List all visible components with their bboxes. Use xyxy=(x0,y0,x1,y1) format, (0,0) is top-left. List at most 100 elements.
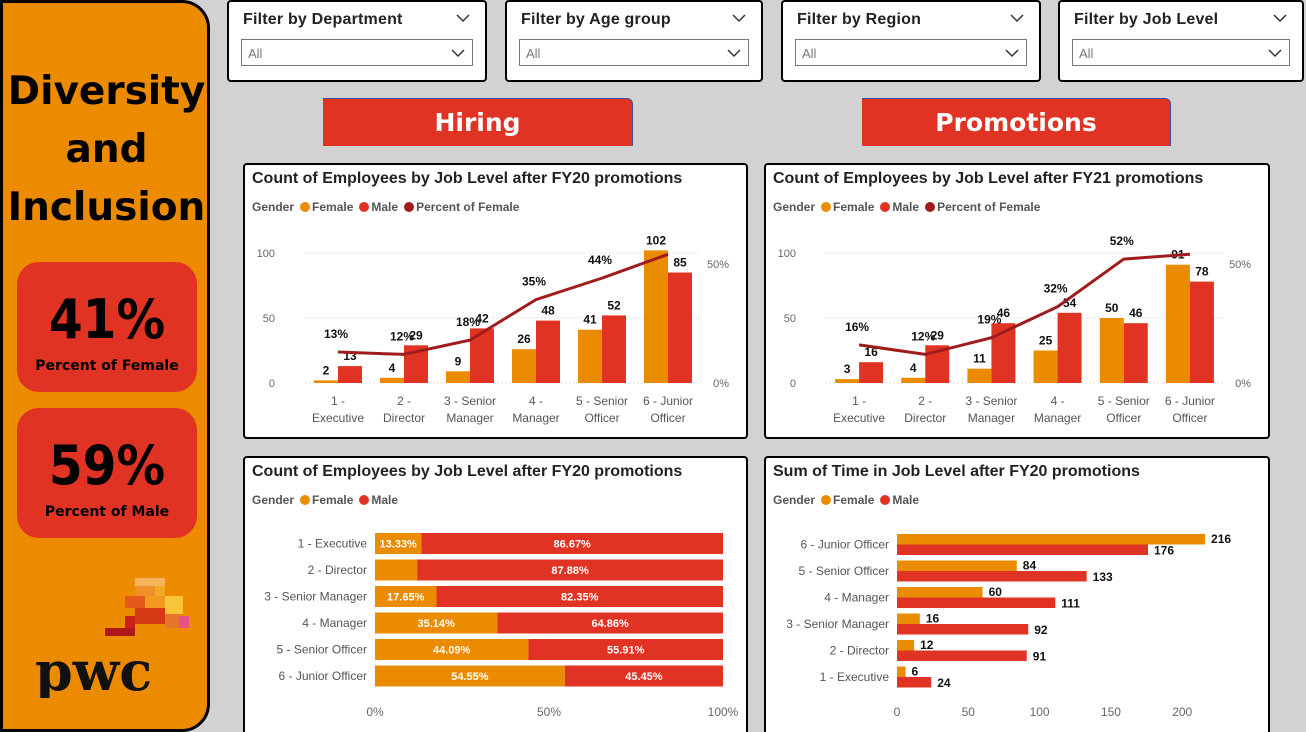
data-label-male: 29 xyxy=(931,328,945,342)
x-tick-label: 150 xyxy=(1101,705,1121,719)
chevron-down-icon[interactable] xyxy=(731,10,747,26)
legend-title: Gender xyxy=(773,200,816,214)
bar-female xyxy=(1033,350,1058,383)
x-tick-label: 1 - xyxy=(331,394,345,408)
legend-item-male[interactable]: Male xyxy=(359,493,398,507)
data-label-female: 17.65% xyxy=(387,592,425,604)
filter-value: All xyxy=(248,46,263,61)
filter-value: All xyxy=(526,46,541,61)
bar-male xyxy=(897,650,1027,661)
x-tick-label: 6 - Junior xyxy=(643,394,693,408)
chart-title: Count of Employees by Job Level after FY… xyxy=(773,170,1204,187)
bar-male xyxy=(1057,312,1082,383)
data-label-male: 78 xyxy=(1195,265,1209,279)
legend-item-female[interactable]: Female xyxy=(300,493,353,507)
bar-female xyxy=(375,639,529,660)
legend-item-male[interactable]: Male xyxy=(880,493,919,507)
data-label-percent: 13% xyxy=(324,327,348,341)
data-label-percent: 52% xyxy=(1110,234,1134,248)
bar-female xyxy=(375,612,498,634)
legend-item-female[interactable]: Female xyxy=(821,200,874,214)
data-label-male: 55.91% xyxy=(607,645,645,657)
x-tick-label: 50 xyxy=(962,705,976,719)
data-label-male: 64.86% xyxy=(591,618,629,630)
data-label-female: 44.09% xyxy=(433,645,471,657)
legend-label: Male xyxy=(892,493,920,507)
y-tick-label: 50 xyxy=(784,313,796,325)
filter-dropdown[interactable]: All xyxy=(795,39,1027,66)
title-line: Diversity xyxy=(7,69,206,114)
bar-female xyxy=(897,534,1206,545)
legend-item-percent[interactable]: Percent of Female xyxy=(404,200,519,214)
x-tick-label: Officer xyxy=(584,411,619,425)
y-tick-label: 1 - Executive xyxy=(298,537,368,551)
promotions-section-button[interactable]: Promotions xyxy=(862,98,1171,146)
bar-female xyxy=(380,377,404,383)
bar-female xyxy=(897,640,915,651)
data-label-percent: 32% xyxy=(1044,282,1068,296)
data-label-female: 84 xyxy=(1023,559,1037,573)
chevron-down-icon xyxy=(727,49,741,58)
legend-label: Male xyxy=(892,200,920,214)
chevron-down-icon[interactable] xyxy=(1272,10,1288,26)
data-label-female: 26 xyxy=(517,332,531,346)
chevron-down-icon[interactable] xyxy=(455,10,471,26)
filter-dropdown[interactable]: All xyxy=(1072,39,1290,66)
legend-item-female[interactable]: Female xyxy=(821,493,874,507)
bar-female xyxy=(897,613,920,624)
y2-tick-label: 50% xyxy=(1229,259,1251,271)
kpi-label: Percent of Male xyxy=(44,504,170,520)
kpi-card-male: 59% Percent of Male xyxy=(17,408,197,538)
bar-male xyxy=(897,677,932,688)
x-tick-label: Director xyxy=(904,411,946,425)
data-label-female: 16 xyxy=(926,612,940,626)
y-tick-label: 2 - Director xyxy=(308,563,367,577)
data-label-female: 12 xyxy=(920,638,934,652)
logo-wordmark: pwc xyxy=(35,639,152,698)
x-tick-label: Executive xyxy=(833,411,885,425)
bar-female xyxy=(1099,318,1124,383)
legend-item-female[interactable]: Female xyxy=(300,200,353,214)
x-tick-label: 3 - Senior xyxy=(965,394,1017,408)
data-label-percent: 44% xyxy=(588,253,612,267)
data-label-female: 54.55% xyxy=(451,671,489,683)
legend-item-male[interactable]: Male xyxy=(880,200,919,214)
bar-female xyxy=(901,377,926,383)
data-label-female: 216 xyxy=(1211,532,1231,546)
data-label-male: 46 xyxy=(997,306,1011,320)
data-label-female: 9 xyxy=(455,354,462,368)
bar-female xyxy=(897,666,906,677)
legend-item-percent[interactable]: Percent of Female xyxy=(925,200,1040,214)
data-label-percent: 19% xyxy=(977,313,1001,327)
x-tick-label: Director xyxy=(383,411,425,425)
filter-dropdown[interactable]: All xyxy=(241,39,473,66)
filter-title: Filter by Age group xyxy=(521,11,671,28)
filter-dropdown[interactable]: All xyxy=(519,39,749,66)
chevron-down-icon[interactable] xyxy=(1009,10,1025,26)
data-label-male: 87.88% xyxy=(551,565,589,577)
y-tick-label: 0 xyxy=(269,378,275,390)
data-label-percent: 16% xyxy=(845,320,869,334)
chart-card-hiring-stacked: Count of Employees by Job Level after FY… xyxy=(243,456,748,732)
data-label-male: 46 xyxy=(1129,306,1143,320)
y-tick-label: 100 xyxy=(778,248,796,260)
bar-female xyxy=(644,250,668,383)
hiring-section-button[interactable]: Hiring xyxy=(323,98,633,146)
filter-title: Filter by Region xyxy=(797,11,922,28)
bar-female xyxy=(375,586,437,607)
chart-legend: Gender Female Male xyxy=(773,493,919,507)
legend-label: Male xyxy=(371,200,399,214)
legend-label: Female xyxy=(833,200,875,214)
y-tick-label: 5 - Senior Officer xyxy=(799,564,889,578)
legend-label: Percent of Female xyxy=(937,200,1041,214)
filter-card: Filter by Job Level All xyxy=(1058,0,1304,82)
legend-item-male[interactable]: Male xyxy=(359,200,398,214)
bar-male xyxy=(536,320,560,383)
y-tick-label: 50 xyxy=(263,313,275,325)
data-label-percent: 18% xyxy=(456,315,480,329)
filter-card: Filter by Department All xyxy=(227,0,487,82)
data-label-male: 176 xyxy=(1154,544,1174,558)
filter-title: Filter by Department xyxy=(243,11,403,28)
data-label-female: 2 xyxy=(323,363,330,377)
y-tick-label: 5 - Senior Officer xyxy=(277,643,367,657)
